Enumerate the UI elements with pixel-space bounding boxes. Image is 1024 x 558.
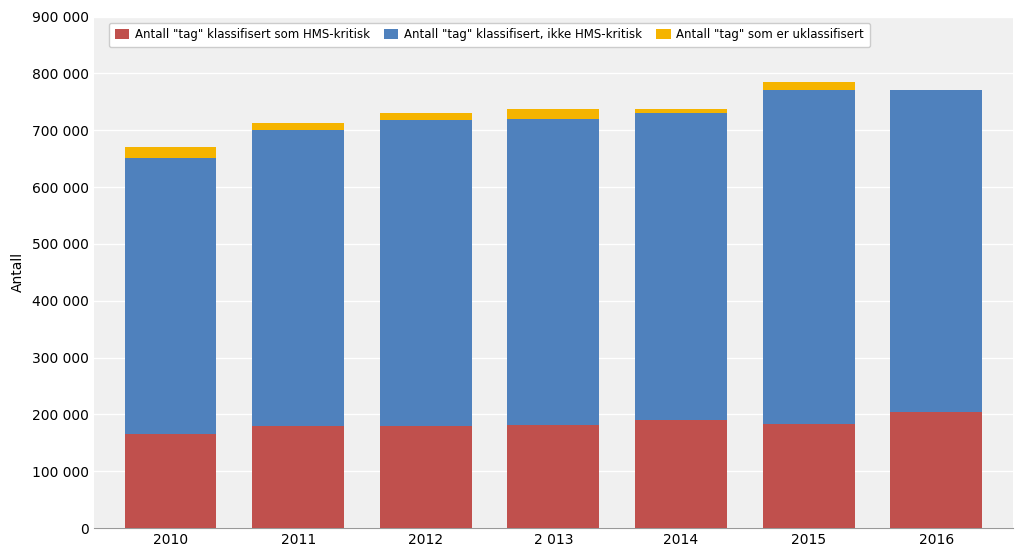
Bar: [635, 113, 727, 420]
Bar: [380, 120, 472, 426]
Bar: [508, 119, 599, 425]
Bar: [763, 424, 855, 528]
Y-axis label: Antall: Antall: [11, 252, 26, 292]
Bar: [763, 82, 855, 90]
Bar: [380, 113, 472, 120]
Bar: [380, 426, 472, 528]
Bar: [252, 130, 344, 426]
Bar: [635, 109, 727, 113]
Bar: [125, 147, 216, 157]
Bar: [252, 123, 344, 130]
Bar: [890, 412, 982, 528]
Bar: [890, 90, 982, 412]
Bar: [252, 426, 344, 528]
Legend: Antall "tag" klassifisert som HMS-kritisk, Antall "tag" klassifisert, ikke HMS-k: Antall "tag" klassifisert som HMS-kritis…: [109, 22, 870, 47]
Bar: [508, 425, 599, 528]
Bar: [125, 157, 216, 434]
Bar: [508, 109, 599, 119]
Bar: [763, 90, 855, 424]
Bar: [125, 434, 216, 528]
Bar: [635, 420, 727, 528]
